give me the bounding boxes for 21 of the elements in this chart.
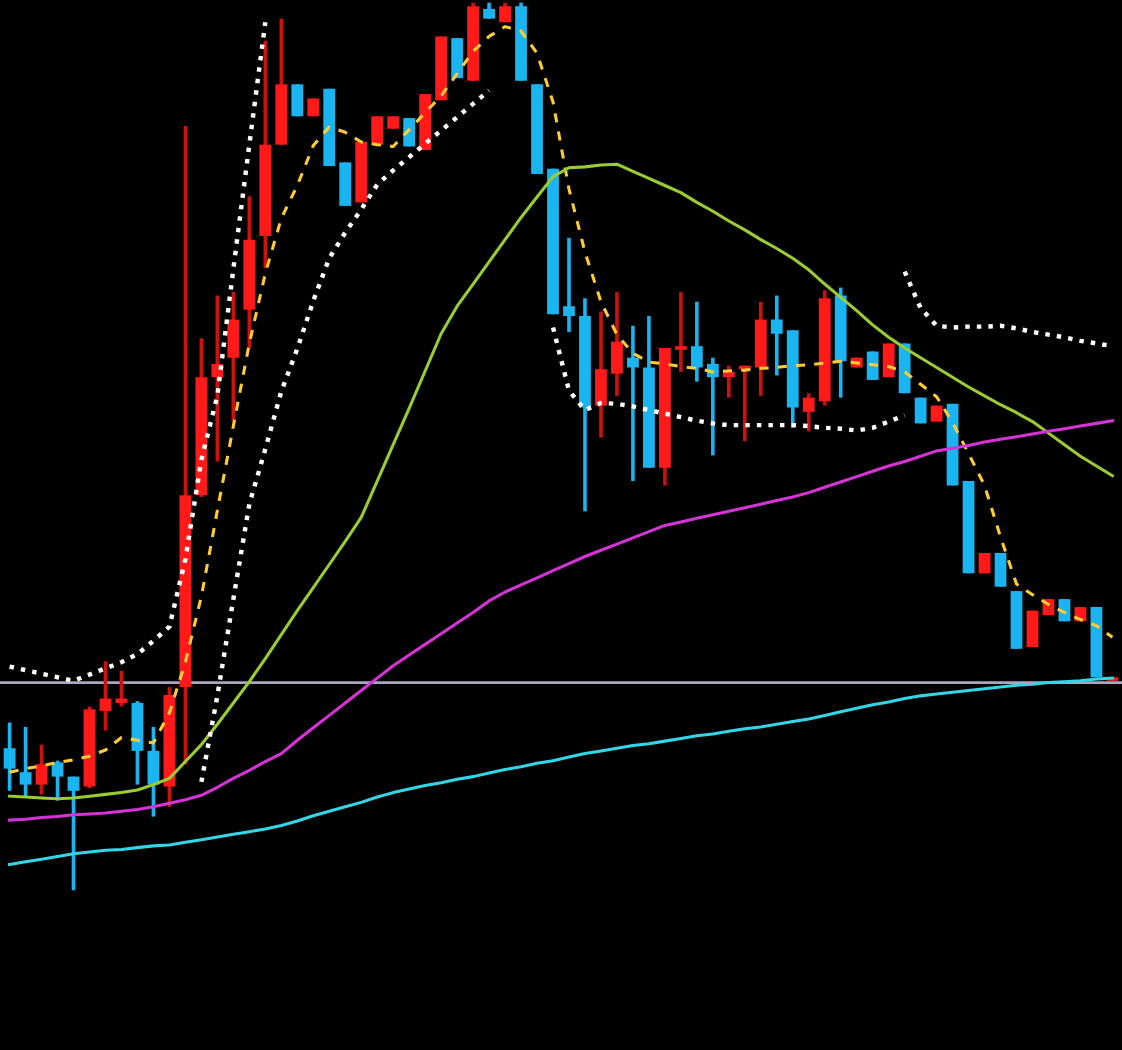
candlestick xyxy=(674,290,687,374)
candlestick xyxy=(99,659,112,733)
candlestick xyxy=(690,299,703,384)
candlestick xyxy=(611,290,623,398)
candlestick xyxy=(339,160,352,208)
candlestick xyxy=(595,309,607,440)
candlestick xyxy=(994,551,1007,589)
candlestick xyxy=(371,114,384,147)
candlestick xyxy=(3,720,16,793)
candlestick xyxy=(291,82,304,119)
candlestick xyxy=(227,290,240,424)
candlestick xyxy=(770,293,783,378)
candlestick xyxy=(866,349,879,382)
candlestick xyxy=(67,774,80,893)
candlestick xyxy=(754,299,767,398)
candlestick xyxy=(627,323,639,483)
candlestick xyxy=(563,236,575,334)
candlestick xyxy=(35,742,48,797)
candlestick xyxy=(51,758,64,803)
candlestick xyxy=(19,725,32,798)
candlestick xyxy=(802,391,815,434)
